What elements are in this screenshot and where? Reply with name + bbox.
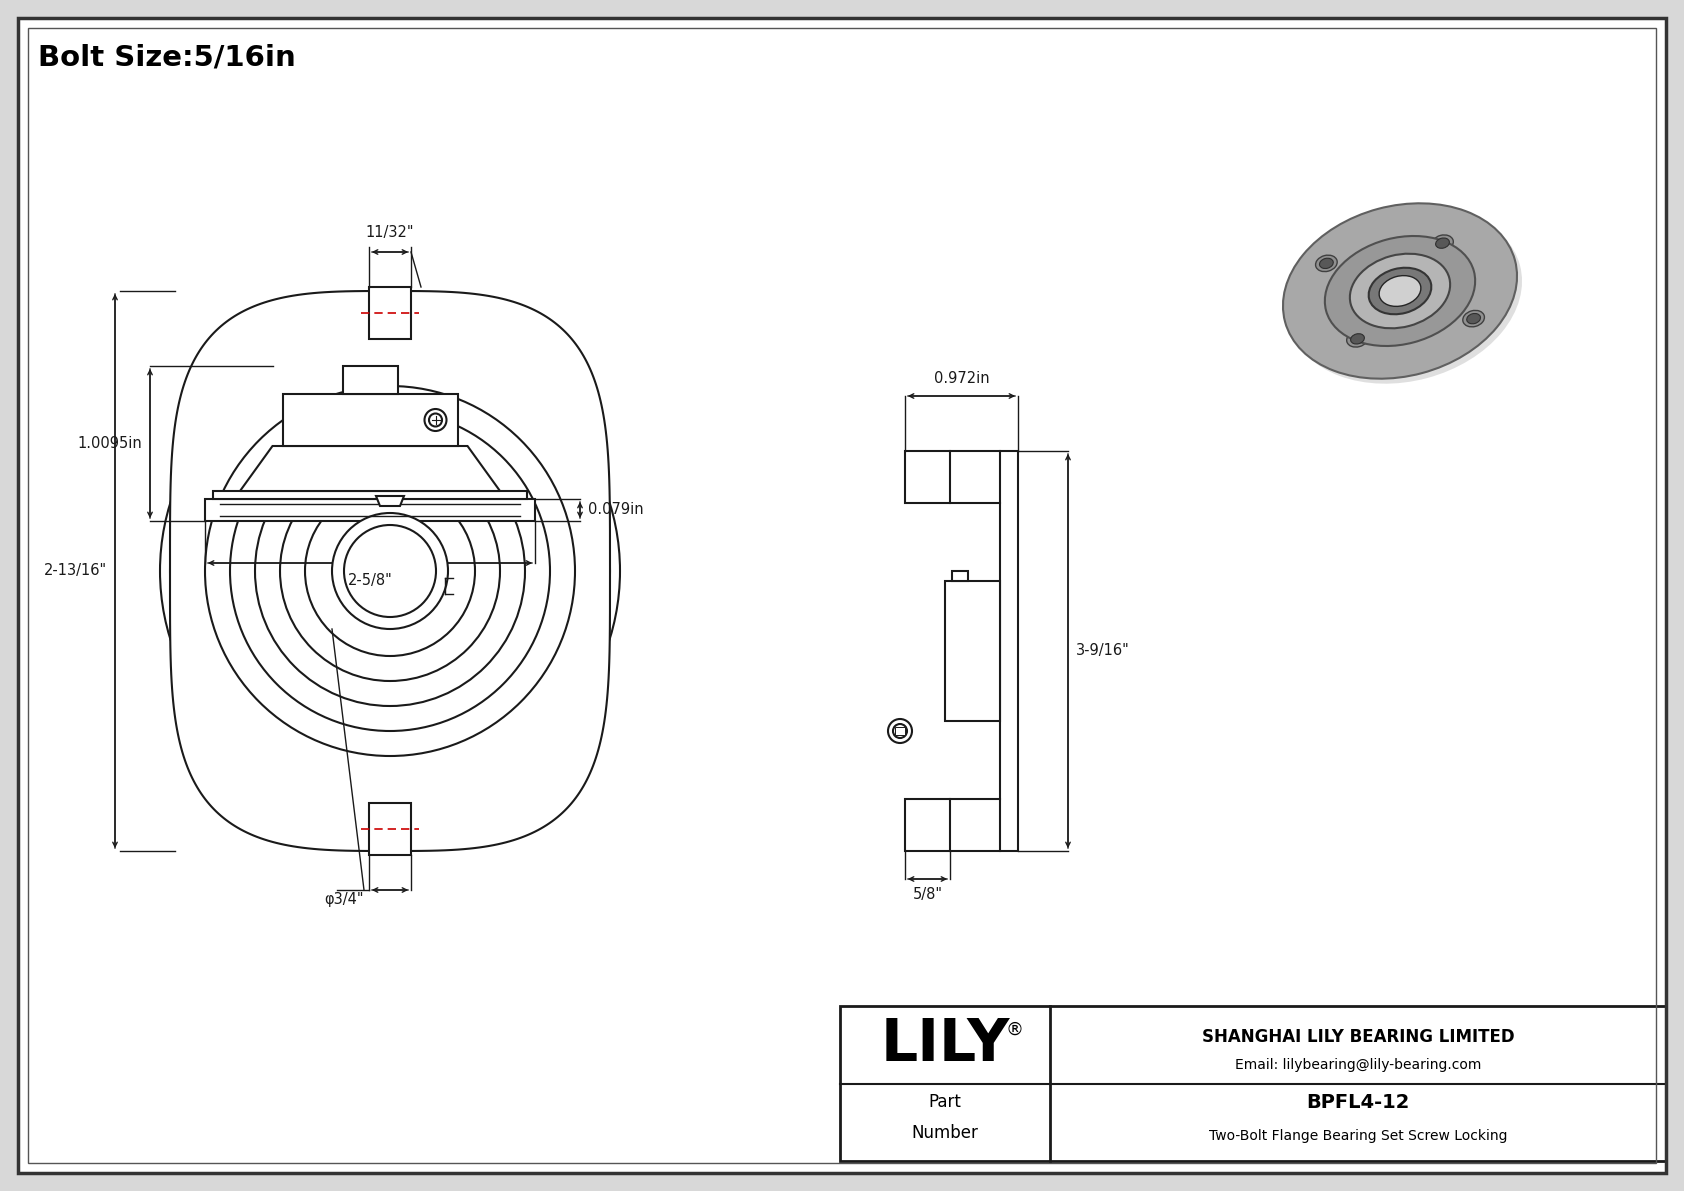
Polygon shape xyxy=(170,291,610,852)
Bar xyxy=(342,366,397,394)
Ellipse shape xyxy=(1347,331,1369,347)
Ellipse shape xyxy=(1379,275,1421,306)
Bar xyxy=(369,287,411,339)
Ellipse shape xyxy=(1325,236,1475,347)
Ellipse shape xyxy=(1467,313,1480,324)
Ellipse shape xyxy=(1320,258,1334,268)
Text: Two-Bolt Flange Bearing Set Screw Locking: Two-Bolt Flange Bearing Set Screw Lockin… xyxy=(1209,1129,1507,1143)
Ellipse shape xyxy=(1463,311,1484,326)
Text: Number: Number xyxy=(911,1124,978,1142)
Ellipse shape xyxy=(170,386,610,756)
Polygon shape xyxy=(241,445,500,491)
Ellipse shape xyxy=(1288,208,1522,384)
Text: 3-9/16": 3-9/16" xyxy=(1076,643,1130,659)
Ellipse shape xyxy=(160,341,620,802)
Polygon shape xyxy=(376,495,404,506)
Bar xyxy=(212,491,527,499)
Circle shape xyxy=(887,719,913,743)
Text: Part: Part xyxy=(928,1093,962,1111)
Text: 2-13/16": 2-13/16" xyxy=(44,563,108,579)
Ellipse shape xyxy=(1351,254,1450,329)
Ellipse shape xyxy=(1283,204,1517,379)
Bar xyxy=(1000,451,1019,852)
Text: Bolt Size:5/16in: Bolt Size:5/16in xyxy=(39,43,296,71)
Circle shape xyxy=(424,409,446,431)
Bar xyxy=(205,499,536,520)
Bar xyxy=(904,799,950,852)
Text: BPFL4-12: BPFL4-12 xyxy=(1307,1092,1410,1111)
Bar xyxy=(894,727,904,735)
Bar xyxy=(369,803,411,855)
Bar xyxy=(945,581,1000,721)
Ellipse shape xyxy=(1431,235,1453,251)
Text: 0.079in: 0.079in xyxy=(588,503,643,518)
Ellipse shape xyxy=(1369,268,1431,314)
Text: Email: lilybearing@lily-bearing.com: Email: lilybearing@lily-bearing.com xyxy=(1234,1058,1482,1072)
Ellipse shape xyxy=(1315,255,1337,272)
Text: 5/8": 5/8" xyxy=(913,887,943,902)
Text: 1.0095in: 1.0095in xyxy=(77,436,141,451)
Text: 2-5/8": 2-5/8" xyxy=(347,573,392,588)
Bar xyxy=(904,451,950,503)
Text: SHANGHAI LILY BEARING LIMITED: SHANGHAI LILY BEARING LIMITED xyxy=(1202,1028,1514,1046)
Bar xyxy=(283,394,458,445)
Ellipse shape xyxy=(1351,333,1364,344)
Text: 11/32": 11/32" xyxy=(365,225,414,241)
Text: 0.972in: 0.972in xyxy=(933,372,989,386)
Bar xyxy=(840,1006,1665,1161)
Text: ®: ® xyxy=(1005,1021,1024,1039)
Ellipse shape xyxy=(1340,251,1408,297)
Bar xyxy=(951,570,968,581)
Circle shape xyxy=(332,513,448,629)
Text: φ3/4": φ3/4" xyxy=(325,892,364,908)
Text: LILY: LILY xyxy=(881,1016,1010,1073)
Ellipse shape xyxy=(1436,238,1450,248)
